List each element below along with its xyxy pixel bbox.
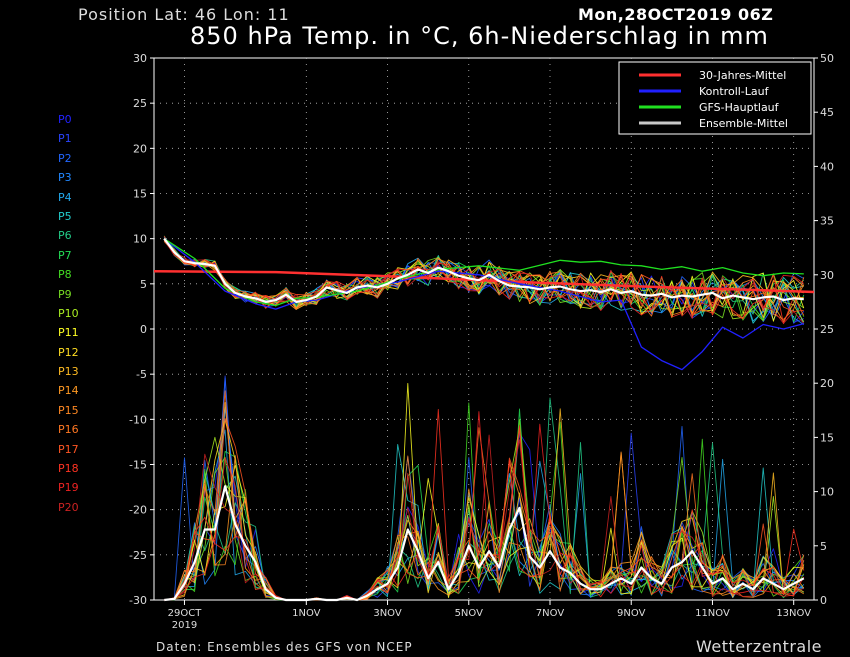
member-label-p4: P4 [58, 190, 72, 204]
climate-mean-line [153, 269, 815, 294]
left-tick-label: -30 [129, 594, 147, 607]
member-label-p12: P12 [58, 345, 79, 359]
member-label-p15: P15 [58, 403, 79, 417]
right-tick-label: 10 [820, 486, 834, 499]
x-tick-label: 11NOV [695, 608, 730, 619]
legend-label: Ensemble-Mittel [699, 117, 788, 130]
member-label-p14: P14 [58, 384, 79, 398]
x-tick-label: 5NOV [455, 608, 484, 619]
right-tick-label: 40 [820, 160, 834, 173]
member-label-p6: P6 [58, 229, 72, 243]
left-tick-label: 10 [133, 233, 147, 246]
x-tick-label: 29OCT [168, 608, 203, 619]
left-tick-label: 15 [133, 188, 147, 201]
chart-title: 850 hPa Temp. in °C, 6h-Niederschlag in … [190, 22, 769, 50]
legend-label: Kontroll-Lauf [699, 85, 770, 98]
right-tick-label: 45 [820, 106, 834, 119]
control-run-line [163, 238, 804, 371]
ensemble-members [163, 235, 805, 601]
member-label-p17: P17 [58, 442, 79, 456]
left-tick-label: -25 [129, 549, 147, 562]
right-tick-label: 5 [820, 540, 827, 553]
left-tick-label: -10 [129, 413, 147, 426]
member-label-p1: P1 [58, 132, 72, 146]
right-tick-label: 25 [820, 323, 834, 336]
member-label-p0: P0 [58, 113, 72, 126]
left-tick-label: -5 [136, 368, 147, 381]
member-temp-line [163, 240, 805, 316]
gfs-main-run-line [163, 238, 804, 307]
left-tick-label: 5 [140, 278, 147, 291]
member-precip-line [164, 411, 805, 601]
right-tick-label: 50 [820, 52, 834, 65]
member-label-p2: P2 [58, 151, 72, 165]
right-tick-label: 35 [820, 215, 834, 228]
member-label-p9: P9 [58, 287, 72, 301]
data-source: Daten: Ensembles des GFS von NCEP [156, 640, 413, 654]
member-label-p20: P20 [58, 500, 79, 514]
right-tick-label: 0 [820, 594, 827, 607]
ensemble-mean-temp-line [163, 238, 804, 303]
position-label: Position Lat: 46 Lon: 11 [78, 5, 290, 24]
right-tick-label: 15 [820, 431, 834, 444]
right-tick-label: 20 [820, 377, 834, 390]
member-label-p5: P5 [58, 209, 72, 223]
left-tick-label: 20 [133, 142, 147, 155]
member-label-p3: P3 [58, 171, 72, 185]
x-tick-label: 3NOV [373, 608, 402, 619]
member-precip-line [164, 408, 805, 601]
x-tick-label: 7NOV [536, 608, 565, 619]
left-tick-label: 30 [133, 52, 147, 65]
member-label-p10: P10 [58, 306, 79, 320]
left-tick-label: -15 [129, 459, 147, 472]
x-tick-label: 1NOV [292, 608, 321, 619]
member-label-p19: P19 [58, 481, 79, 495]
ensemble-mean-precip-line [164, 485, 805, 602]
member-list: P0 P1 P2 P3 P4 P5 P6 P7 P8 P9 P10 P11 P12 P13 P14 P15 P1… [58, 110, 79, 517]
member-label-p18: P18 [58, 462, 79, 476]
x-tick-label: 13NOV [776, 608, 811, 619]
x-tick-label: 9NOV [617, 608, 646, 619]
member-label-p11: P11 [58, 326, 79, 340]
member-label-p7: P7 [58, 248, 72, 262]
left-tick-label: 0 [140, 323, 147, 336]
left-tick-label: -20 [129, 504, 147, 517]
right-tick-label: 30 [820, 269, 834, 282]
member-label-p16: P16 [58, 423, 79, 437]
member-label-p8: P8 [58, 268, 72, 282]
brand-label: Wetterzentrale [696, 637, 823, 656]
member-label-p13: P13 [58, 365, 79, 379]
run-date: Mon,28OCT2019 06Z [578, 5, 774, 24]
left-tick-label: 25 [133, 97, 147, 110]
legend-label: GFS-Hauptlauf [699, 101, 780, 114]
legend-label: 30-Jahres-Mittel [699, 69, 786, 82]
member-precip-line [164, 434, 804, 601]
x-tick-sublabel: 2019 [172, 620, 197, 631]
